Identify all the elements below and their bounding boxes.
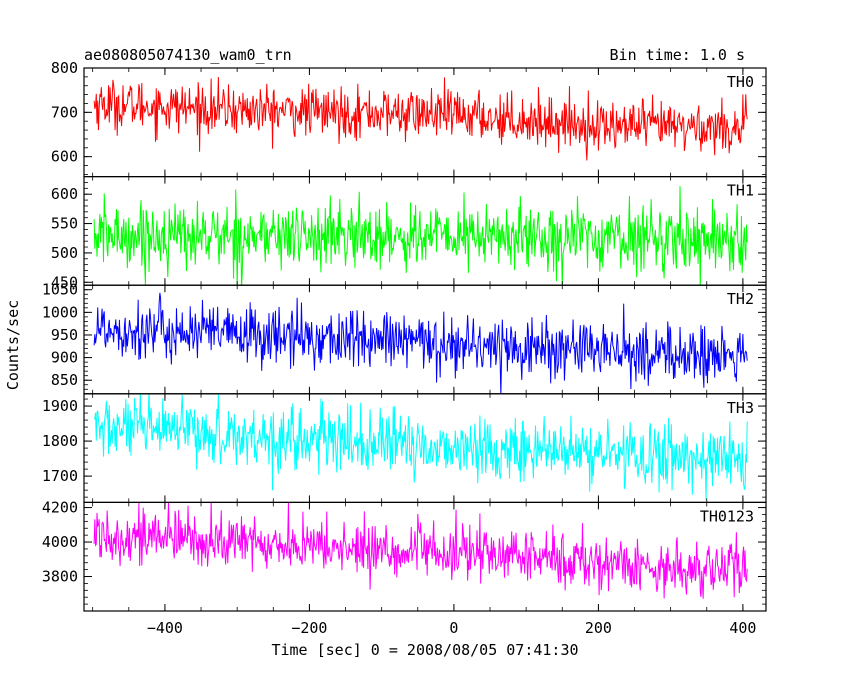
series-th0 xyxy=(93,77,748,161)
y-tick-label: 1000 xyxy=(42,303,78,321)
y-tick-label: 600 xyxy=(51,148,78,166)
x-tick-label: 400 xyxy=(729,619,756,637)
y-tick-label: 4000 xyxy=(42,533,78,551)
panel-th0123: 3800 4000 4200 TH0123 xyxy=(42,499,767,612)
y-tick-label: 1900 xyxy=(42,397,78,415)
y-tick-label: 3800 xyxy=(42,568,78,586)
panel-label: TH0 xyxy=(727,73,754,91)
y-tick-label: 550 xyxy=(51,215,78,233)
x-tick-label: −400 xyxy=(147,619,183,637)
chart-title: ae080805074130_wam0_trn xyxy=(84,46,292,64)
panel-label: TH2 xyxy=(727,290,754,308)
panel-th2: 850 900 950 1000 1050 TH2 xyxy=(42,281,767,395)
y-tick-label: 600 xyxy=(51,185,78,203)
panel-th3: 1700 1800 1900 TH3 xyxy=(42,393,767,503)
series-th2 xyxy=(93,292,748,394)
x-tick-label: 0 xyxy=(449,619,458,637)
series-th1 xyxy=(93,186,748,286)
y-tick-label: 700 xyxy=(51,103,78,121)
panel-th1: 450 500 550 600 TH1 xyxy=(51,176,767,291)
panel-label: TH1 xyxy=(727,182,754,200)
y-tick-label: 1700 xyxy=(42,467,78,485)
y-tick-label: 450 xyxy=(51,273,78,291)
y-tick-label: 900 xyxy=(51,349,78,367)
y-tick-label: 500 xyxy=(51,244,78,262)
panel-th0: 600 700 800 TH0 xyxy=(51,59,767,178)
x-axis: −400 −200 0 200 400 xyxy=(147,619,757,637)
panel-frame xyxy=(83,501,767,612)
panel-label: TH3 xyxy=(727,399,754,417)
y-tick-label: 1800 xyxy=(42,432,78,450)
y-tick-label: 800 xyxy=(51,59,78,77)
x-tick-label: −200 xyxy=(291,619,327,637)
y-tick-label: 1050 xyxy=(42,281,78,299)
panels: 600 700 800 TH0 450 500 550 600 TH1 850 900 950 1000… xyxy=(42,59,767,612)
panel-label: TH0123 xyxy=(700,507,754,525)
y-tick-label: 850 xyxy=(51,371,78,389)
x-axis-label: Time [sec] 0 = 2008/08/05 07:41:30 xyxy=(271,641,578,659)
series-th3 xyxy=(93,393,748,500)
y-axis-label: Counts/sec xyxy=(4,300,22,390)
y-tick-label: 4200 xyxy=(42,499,78,517)
y-tick-label: 950 xyxy=(51,326,78,344)
bin-time-label: Bin time: 1.0 s xyxy=(610,46,745,64)
x-tick-label: 200 xyxy=(585,619,612,637)
series-th0123 xyxy=(93,502,748,599)
